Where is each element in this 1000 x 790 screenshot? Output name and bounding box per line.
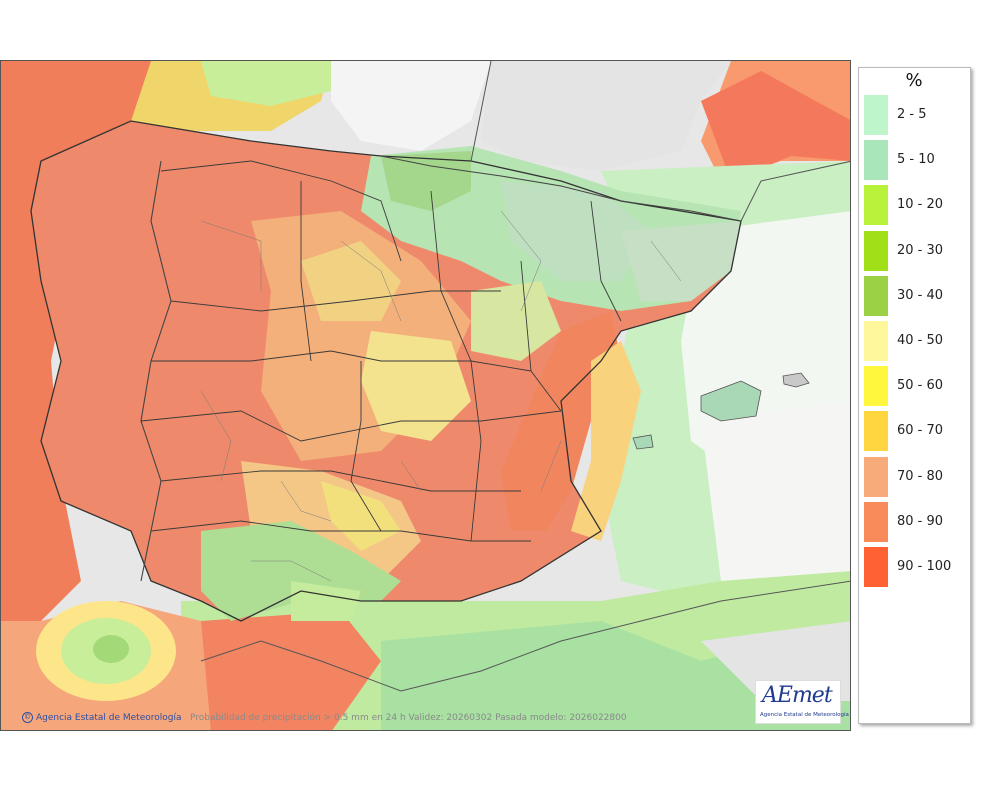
legend: % 2 - 5 5 - 10 10 - 20 20 - 30 30 - 40 40 - 5… — [858, 67, 971, 724]
logo-subtitle: Agencia Estatal de Meteorología — [760, 712, 849, 718]
legend-item: 60 - 70 — [864, 411, 969, 452]
legend-swatch — [864, 321, 888, 361]
legend-swatch — [864, 185, 888, 226]
legend-swatch — [864, 275, 888, 316]
legend-label: 60 - 70 — [897, 423, 944, 439]
legend-item: 50 - 60 — [864, 366, 969, 407]
legend-label: 2 - 5 — [897, 107, 927, 122]
legend-item: 70 - 80 — [864, 456, 969, 497]
logo-text: AEmet — [762, 683, 833, 708]
copyright-icon: © — [22, 712, 33, 723]
credit-text: Agencia Estatal de Meteorología — [36, 713, 182, 723]
legend-item: 40 - 50 — [864, 321, 969, 361]
legend-item: 10 - 20 — [864, 185, 969, 226]
legend-label: 30 - 40 — [897, 287, 944, 303]
legend-item: 2 - 5 — [864, 95, 969, 135]
legend-label: 10 - 20 — [897, 197, 944, 213]
legend-label: 90 - 100 — [897, 559, 952, 574]
legend-item: 90 - 100 — [864, 547, 969, 587]
credit-line: © Agencia Estatal de Meteorología — [22, 712, 182, 723]
legend-swatch — [864, 140, 888, 181]
legend-swatch — [864, 411, 888, 452]
aemet-logo: AEmet Agencia Estatal de Meteorología — [755, 680, 849, 724]
legend-swatch — [864, 230, 888, 271]
legend-swatch — [864, 547, 888, 587]
legend-item: 80 - 90 — [864, 501, 969, 542]
legend-item: 20 - 30 — [864, 230, 969, 271]
legend-label: 50 - 60 — [897, 378, 944, 394]
legend-swatch — [864, 456, 888, 497]
legend-swatch — [864, 366, 888, 407]
legend-title: % — [905, 70, 923, 91]
legend-label: 40 - 50 — [897, 333, 944, 348]
legend-swatch — [864, 95, 888, 135]
legend-label: 80 - 90 — [897, 513, 944, 529]
legend-item: 5 - 10 — [864, 140, 969, 181]
legend-swatch — [864, 501, 888, 542]
legend-item: 30 - 40 — [864, 275, 969, 316]
precipitation-probability-map — [0, 60, 851, 731]
legend-label: 70 - 80 — [897, 468, 944, 484]
map-caption: Probabilidad de precipitación > 0.5 mm e… — [190, 713, 627, 723]
legend-label: 5 - 10 — [897, 152, 935, 168]
legend-label: 20 - 30 — [897, 242, 944, 258]
